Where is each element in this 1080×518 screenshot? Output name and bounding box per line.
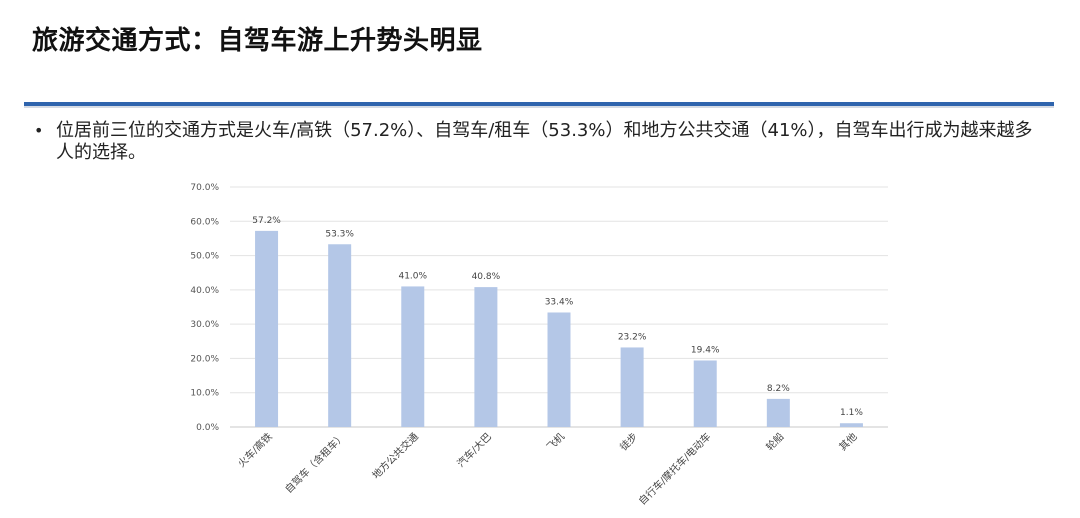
data-label: 1.1% — [840, 408, 863, 418]
category-label: 自驾车（含租车） — [282, 430, 348, 496]
category-label: 地方公共交通 — [369, 430, 421, 482]
chart-gridlines — [230, 186, 888, 428]
y-tick-label: 60.0% — [190, 217, 219, 227]
category-label: 自行车/摩托车/电动车 — [636, 430, 714, 508]
bar — [547, 312, 571, 427]
bar — [255, 230, 279, 427]
bar — [620, 347, 644, 427]
category-label: 其他 — [836, 430, 859, 453]
data-label: 40.8% — [472, 272, 501, 282]
y-tick-label: 70.0% — [190, 183, 219, 193]
page-title: 旅游交通方式：自驾车游上升势头明显 — [32, 26, 483, 56]
summary-bullet: • 位居前三位的交通方式是火车/高铁（57.2%）、自驾车/租车（53.3%）和… — [34, 120, 1044, 164]
category-label: 轮船 — [763, 430, 786, 453]
y-tick-label: 0.0% — [196, 423, 219, 433]
data-label: 23.2% — [618, 332, 647, 342]
bar — [839, 423, 863, 427]
y-tick-label: 30.0% — [190, 320, 219, 330]
category-label: 飞机 — [544, 430, 567, 453]
bullet-marker: • — [34, 121, 44, 140]
data-label: 8.2% — [767, 384, 790, 394]
category-label: 徒步 — [617, 430, 640, 453]
data-label: 53.3% — [325, 229, 354, 239]
y-tick-label: 10.0% — [190, 389, 219, 399]
chart-data-labels: 57.2% 53.3% 41.0% 40.8% 33.4% 23.2% 19.4% 8.2% 1… — [252, 216, 863, 418]
bar — [766, 398, 790, 427]
y-tick-label: 40.0% — [190, 286, 219, 296]
y-tick-label: 20.0% — [190, 354, 219, 364]
category-label: 火车/高铁 — [235, 430, 275, 470]
title-divider-blue — [24, 102, 1054, 106]
summary-text: 位居前三位的交通方式是火车/高铁（57.2%）、自驾车/租车（53.3%）和地方… — [56, 120, 1033, 163]
data-label: 57.2% — [252, 216, 281, 226]
y-tick-label: 50.0% — [190, 252, 219, 262]
bar — [474, 287, 498, 427]
data-label: 19.4% — [691, 345, 720, 355]
title-divider-grey — [24, 106, 1054, 108]
data-label: 41.0% — [398, 271, 427, 281]
bar — [328, 244, 352, 427]
bar — [401, 286, 425, 427]
y-axis-ticks: 0.0% 10.0% 20.0% 30.0% 40.0% 50.0% 60.0% 70.0% — [190, 183, 219, 433]
chart-bars — [255, 230, 863, 427]
bar — [693, 360, 717, 427]
category-label: 汽车/大巴 — [454, 430, 494, 470]
data-label: 33.4% — [545, 297, 574, 307]
